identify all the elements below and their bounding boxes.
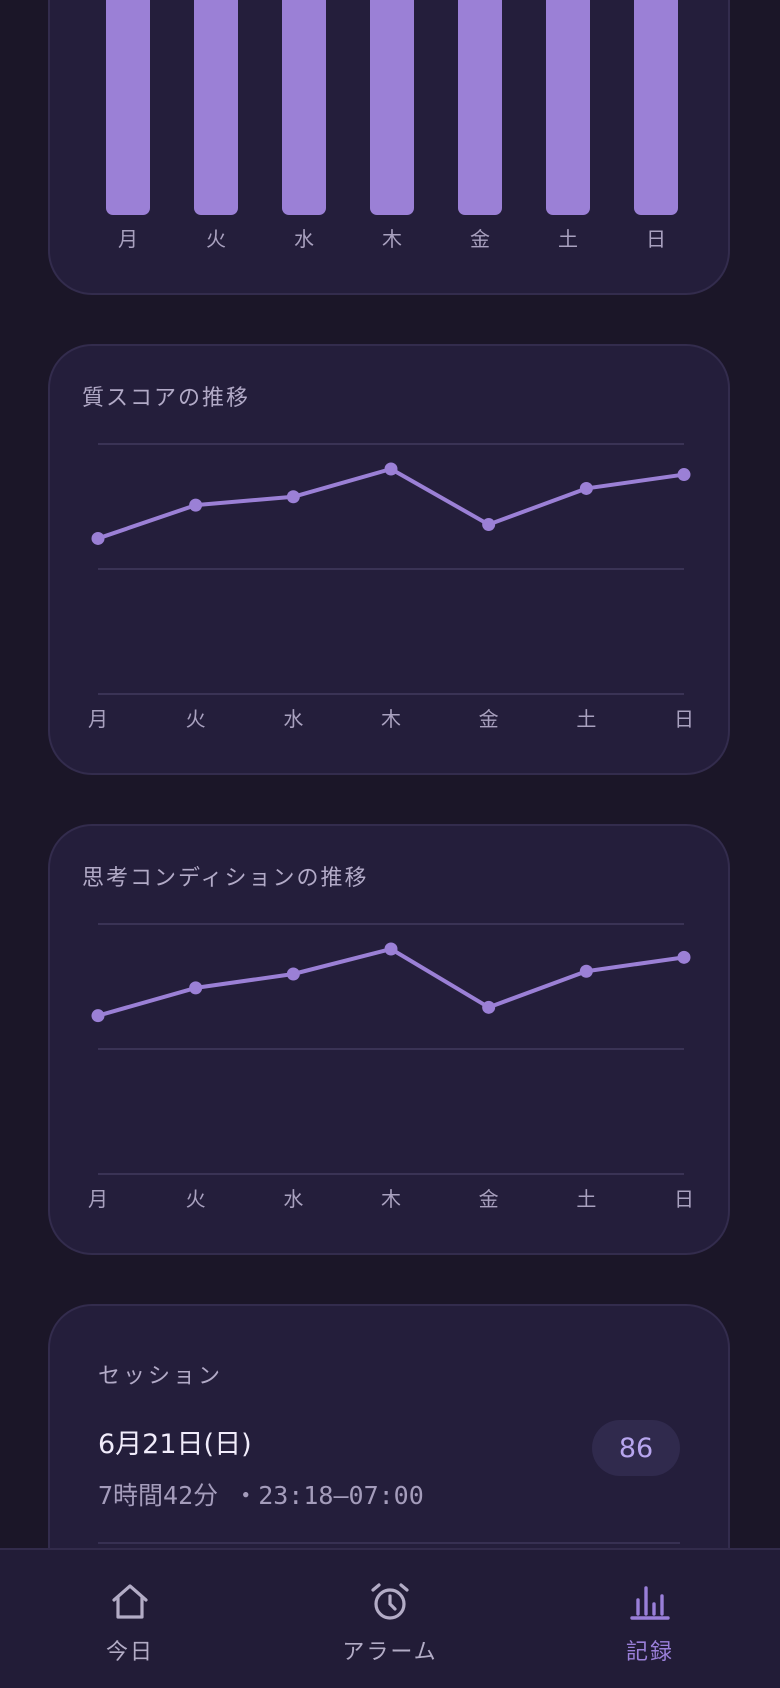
x-tick-label-0: 月 bbox=[88, 1187, 108, 1211]
quality-score-line-chart: 月火水木金土日 bbox=[88, 443, 694, 731]
x-tick-label-2: 水 bbox=[283, 707, 303, 731]
session-duration-time: 7時間42分 ・23:18–07:00 bbox=[98, 1481, 424, 1510]
thinking-condition-title: 思考コンディションの推移 bbox=[82, 866, 369, 891]
bar-6 bbox=[634, 0, 678, 215]
bottom-navigation: 今日 アラーム 記録 bbox=[0, 1548, 780, 1688]
thinking-condition-card: 思考コンディションの推移 月 火 水 木 金 土 日 bbox=[48, 824, 730, 1255]
session-score-badge: 86 bbox=[592, 1420, 680, 1476]
x-tick-label-1: 火 bbox=[186, 707, 206, 731]
data-point-1 bbox=[189, 981, 203, 995]
home-icon bbox=[112, 1584, 148, 1619]
bar-label-0: 月 bbox=[118, 227, 138, 251]
data-point-6 bbox=[677, 468, 691, 482]
data-point-1 bbox=[189, 498, 203, 512]
nav-item-today[interactable]: 今日 bbox=[40, 1582, 220, 1666]
bar-1 bbox=[194, 0, 238, 215]
data-point-0 bbox=[91, 531, 105, 545]
bar-3 bbox=[370, 0, 414, 215]
quality-score-title: 質スコアの推移 bbox=[82, 386, 251, 411]
x-tick-label-0: 月 bbox=[88, 707, 108, 731]
data-point-5 bbox=[579, 481, 593, 495]
bar-label-1: 火 bbox=[206, 227, 226, 251]
x-tick-label-5: 土 bbox=[576, 1187, 596, 1211]
bar-2 bbox=[282, 0, 326, 215]
x-tick-label-4: 金 bbox=[479, 1187, 499, 1211]
nav-item-alarm[interactable]: アラーム bbox=[300, 1582, 480, 1666]
data-point-0 bbox=[91, 1009, 105, 1023]
series-line bbox=[96, 947, 686, 1018]
thinking-condition-line-chart: 月火水木金土日 bbox=[88, 923, 694, 1211]
nav-label-alarm: アラーム bbox=[342, 1640, 438, 1665]
weekly-bar-chart-card: 月火水木金土日 bbox=[48, 0, 730, 295]
series-line bbox=[96, 467, 686, 541]
nav-label-records: 記録 bbox=[625, 1640, 674, 1665]
data-point-4 bbox=[482, 1000, 496, 1014]
bar-label-4: 金 bbox=[470, 227, 490, 251]
data-point-2 bbox=[286, 490, 300, 504]
weekly-bar-chart: 月火水木金土日 bbox=[106, 0, 678, 251]
x-tick-label-3: 木 bbox=[381, 707, 401, 731]
data-point-2 bbox=[286, 967, 300, 981]
x-tick-label-5: 土 bbox=[576, 707, 596, 731]
data-point-5 bbox=[579, 964, 593, 978]
x-tick-label-6: 日 bbox=[674, 1187, 694, 1211]
quality-score-card: 質スコアの推移 月 火 水 木 金 土 日 bbox=[48, 344, 730, 775]
nav-label-today: 今日 bbox=[105, 1640, 154, 1665]
x-tick-label-3: 木 bbox=[381, 1187, 401, 1211]
data-point-4 bbox=[482, 518, 496, 532]
session-date: 6月21日(日) bbox=[98, 1429, 252, 1460]
session-divider bbox=[98, 1542, 680, 1544]
bar-5 bbox=[546, 0, 590, 215]
bar-label-2: 水 bbox=[294, 227, 314, 251]
session-section-title: セッション bbox=[98, 1364, 224, 1389]
x-tick-label-6: 日 bbox=[674, 707, 694, 731]
data-point-3 bbox=[384, 462, 398, 476]
bar-label-6: 日 bbox=[646, 227, 666, 251]
x-tick-label-4: 金 bbox=[479, 707, 499, 731]
x-tick-label-2: 水 bbox=[283, 1187, 303, 1211]
bar-0 bbox=[106, 0, 150, 215]
bar-label-5: 土 bbox=[558, 227, 578, 251]
x-tick-label-1: 火 bbox=[186, 1187, 206, 1211]
alarm-clock-icon bbox=[371, 1583, 409, 1620]
bar-4 bbox=[458, 0, 502, 215]
nav-item-records[interactable]: 記録 bbox=[560, 1582, 740, 1666]
data-point-3 bbox=[384, 942, 398, 956]
bar-label-3: 木 bbox=[382, 227, 402, 251]
bar-chart-icon bbox=[630, 1586, 670, 1620]
data-point-6 bbox=[677, 950, 691, 964]
